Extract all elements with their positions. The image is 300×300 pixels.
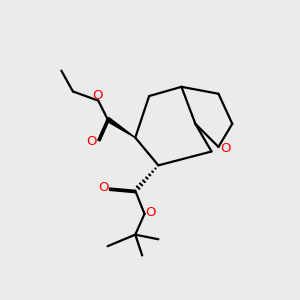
Text: O: O [92, 89, 102, 102]
Text: O: O [220, 142, 231, 154]
Text: O: O [98, 181, 109, 194]
Polygon shape [106, 117, 135, 138]
Text: O: O [145, 206, 155, 219]
Text: O: O [87, 135, 97, 148]
